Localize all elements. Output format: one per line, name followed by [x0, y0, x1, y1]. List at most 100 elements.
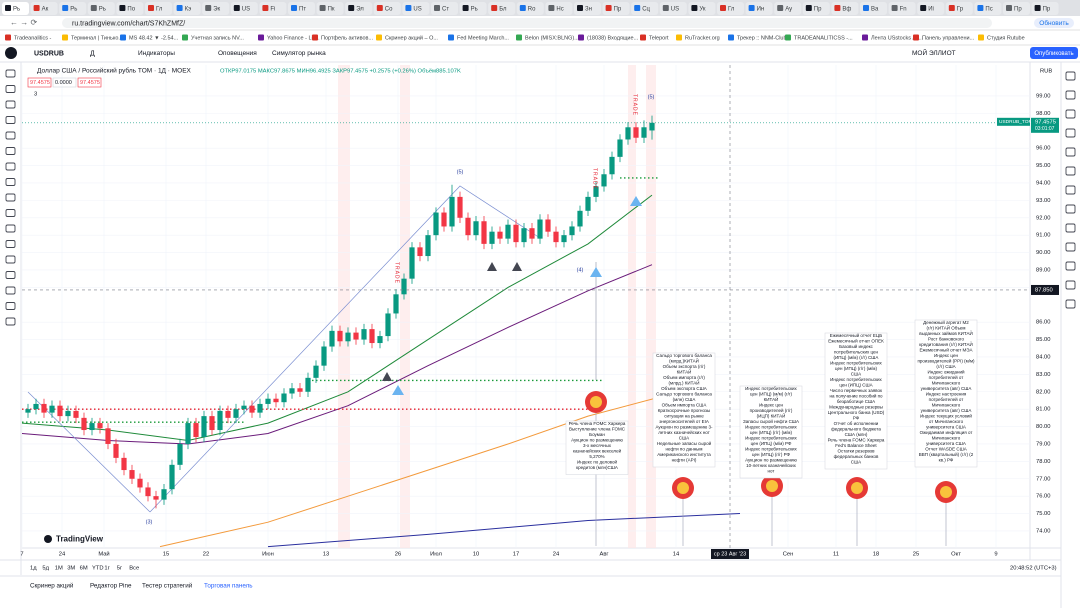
bookmark[interactable]: (18038) Входящие...	[587, 35, 639, 41]
panel-tab[interactable]: Торговая панель	[204, 583, 253, 590]
event-emoji	[940, 486, 952, 498]
tool-icon[interactable]	[5, 209, 16, 217]
bookmark[interactable]: RuTracker.org	[685, 35, 720, 41]
sidebar-icon[interactable]	[1065, 223, 1076, 233]
symbol[interactable]: USDRUB	[34, 50, 64, 57]
bookmark[interactable]: Трекер :: NNM-Club	[737, 35, 787, 41]
bookmark[interactable]: Портфель активов...	[321, 35, 373, 41]
sidebar-icon[interactable]	[1065, 90, 1076, 100]
tool-icon[interactable]	[5, 147, 16, 155]
bookmark[interactable]: TRADEANALITICSS -...	[794, 35, 853, 41]
address-field[interactable]	[62, 18, 992, 28]
candle-body	[49, 405, 55, 413]
sidebar-icon[interactable]	[1065, 261, 1076, 271]
tool-icon[interactable]	[5, 193, 16, 202]
sidebar-icon[interactable]	[1065, 280, 1076, 290]
tool-icon[interactable]	[5, 255, 16, 264]
sidebar-icon[interactable]	[1065, 242, 1076, 252]
candle-body	[137, 478, 143, 488]
bookmark[interactable]: Лента USstocks Ак...	[871, 35, 924, 41]
bookmark[interactable]: Yahoo Finance - Liv...	[267, 35, 320, 41]
range-button[interactable]: YTD	[92, 566, 104, 572]
interval[interactable]: Д	[90, 50, 95, 57]
panel-tab[interactable]: Редактор Pine	[90, 583, 132, 590]
bookmark[interactable]: Belon (MISX:BLNG)...	[525, 35, 579, 41]
candle-body	[641, 127, 647, 138]
candle-body	[129, 470, 135, 479]
wave-label: (3)	[146, 519, 153, 525]
range-button[interactable]: 5г	[117, 566, 122, 572]
tool-icon[interactable]	[5, 317, 16, 326]
candle-body	[217, 410, 223, 431]
annotation-text: Отчет WASDE США	[925, 447, 967, 452]
candle-body	[537, 219, 543, 239]
signal-label: TRADE	[592, 168, 598, 190]
price-box	[77, 77, 102, 88]
tool-icon[interactable]	[5, 271, 16, 279]
publish-button[interactable]	[1030, 47, 1078, 59]
bookmark[interactable]: Учетная запись NV...	[191, 35, 244, 41]
indicator-count[interactable]: 3	[34, 92, 37, 98]
range-button[interactable]: 1М	[55, 566, 63, 572]
tool-icon[interactable]	[5, 240, 16, 248]
tab-icon	[348, 5, 355, 11]
tool-icon[interactable]	[5, 224, 16, 233]
sidebar-icon[interactable]	[1065, 166, 1076, 176]
range-button[interactable]: 6М	[80, 566, 88, 572]
publish-label[interactable]: Опубликовать	[1034, 51, 1073, 57]
sidebar-icon[interactable]	[1065, 109, 1076, 119]
nav-buttons[interactable]: ← → ⟳	[10, 18, 37, 27]
y-tick-label: 79.00	[1036, 441, 1051, 447]
y-tick-label: 84.00	[1036, 354, 1051, 360]
sidebar-icon[interactable]	[1065, 147, 1076, 157]
tool-icon[interactable]	[5, 100, 16, 109]
sidebar-icon[interactable]	[1065, 128, 1076, 138]
bookmark-icon	[258, 34, 264, 41]
sidebar-icon[interactable]	[1065, 71, 1076, 81]
bookmark[interactable]: Студия Rutube	[987, 35, 1025, 41]
tool-icon[interactable]	[5, 286, 16, 295]
annotation-text: Выступление члена FOMC	[569, 427, 626, 432]
range-button[interactable]: 1г	[104, 566, 109, 572]
alerts-button[interactable]: Оповещения	[218, 50, 257, 57]
x-tick-label: Авг	[599, 552, 608, 558]
tool-icon[interactable]	[5, 302, 16, 310]
candle-body	[177, 443, 183, 465]
bookmark[interactable]: Fed Meeting March...	[457, 35, 509, 41]
panel-tab[interactable]: Скринер акций	[30, 582, 74, 590]
update-button[interactable]	[1034, 18, 1074, 28]
sidebar-icon[interactable]	[1065, 204, 1076, 214]
tool-icon[interactable]	[5, 69, 16, 78]
y-tick-label: 78.00	[1036, 459, 1051, 465]
bookmark[interactable]: Терминал | Тинько...	[71, 35, 123, 41]
replay-button[interactable]: Симулятор рынка	[272, 50, 326, 57]
avatar[interactable]	[5, 47, 17, 59]
sidebar-icon[interactable]	[1065, 185, 1076, 195]
tool-icon[interactable]	[5, 131, 16, 140]
bookmark[interactable]: Tradeanalitics -	[14, 35, 52, 41]
range-button[interactable]: 1д	[30, 566, 37, 572]
range-button[interactable]: Все	[129, 566, 139, 572]
range-button[interactable]: 5д	[42, 566, 49, 572]
panel-tab[interactable]: Тестер стратегий	[142, 582, 193, 590]
annotation-text: РФ	[853, 416, 860, 421]
x-tick-label: Окт	[951, 552, 961, 558]
layout-name[interactable]: МОЙ ЭЛЛИОТ	[912, 48, 956, 57]
update-button-label[interactable]: Обновить	[1039, 19, 1069, 27]
bookmark[interactable]: MS 48.42 ▼ -2.54...	[129, 35, 179, 41]
candle-body	[601, 174, 607, 187]
bookmark[interactable]: Скринер акций – О...	[385, 34, 438, 41]
tool-icon[interactable]	[5, 116, 16, 124]
tool-icon[interactable]	[5, 162, 16, 171]
tab-icon	[777, 5, 784, 11]
tool-icon[interactable]	[5, 178, 16, 186]
bookmark[interactable]: Teleport	[649, 35, 669, 41]
y-tick-label: 92.00	[1036, 215, 1051, 221]
tool-icon[interactable]	[5, 85, 16, 93]
range-button[interactable]: 3М	[67, 566, 75, 572]
candle-body	[105, 428, 111, 444]
bookmark[interactable]: Панель управлени...	[922, 35, 975, 41]
indicators-button[interactable]: Индикаторы	[138, 50, 175, 57]
tab-icon	[291, 5, 297, 11]
sidebar-icon[interactable]	[1065, 299, 1076, 309]
